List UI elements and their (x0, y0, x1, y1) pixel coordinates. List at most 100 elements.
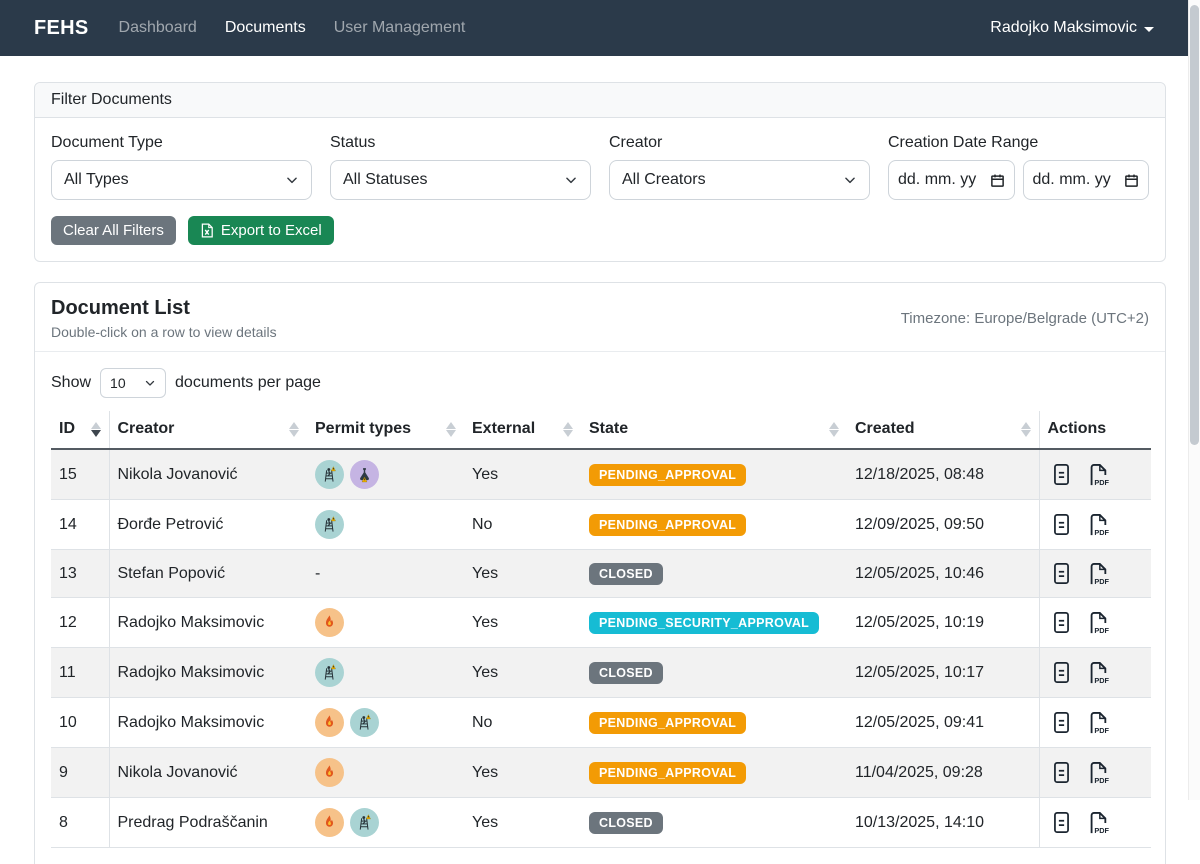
clear-filters-button[interactable]: Clear All Filters (51, 216, 176, 245)
table-header-row: ID Creator Permit types External State C… (51, 411, 1151, 449)
ladder-worker-icon (321, 516, 338, 533)
timezone-label: Timezone: Europe/Belgrade (UTC+2) (901, 310, 1149, 327)
column-label-created: Created (855, 420, 915, 438)
permit-hot-work-icon (315, 708, 344, 737)
table-row[interactable]: 14 Đorđe Petrović No PENDING_APPROVAL 12… (51, 500, 1151, 550)
column-header-created[interactable]: Created (847, 411, 1039, 449)
table-row[interactable]: 11 Radojko Maksimovic Yes CLOSED 12/05/2… (51, 648, 1151, 698)
cell-created: 10/13/2025, 14:10 (847, 798, 1039, 848)
cell-actions: PDF (1039, 500, 1151, 550)
view-document-button[interactable] (1051, 711, 1072, 734)
ladder-worker-icon (356, 714, 373, 731)
app-brand[interactable]: FEHS (34, 17, 89, 40)
download-pdf-button[interactable]: PDF (1087, 463, 1109, 487)
ladder-worker-icon (321, 466, 338, 483)
flame-icon (321, 764, 338, 781)
cell-state: PENDING_APPROVAL (581, 698, 847, 748)
date-from-input[interactable]: dd. mm. yy (888, 160, 1015, 200)
svg-text:PDF: PDF (1094, 478, 1109, 487)
column-header-state[interactable]: State (581, 411, 847, 449)
nav-item-documents[interactable]: Documents (225, 19, 306, 37)
sort-icon-created[interactable] (1021, 422, 1031, 437)
date-from-placeholder: dd. mm. yy (898, 171, 976, 189)
sort-icon-creator[interactable] (289, 422, 299, 437)
page-scrollbar[interactable] (1188, 0, 1200, 800)
document-list-title: Document List (51, 296, 277, 320)
cell-created: 12/05/2025, 10:19 (847, 598, 1039, 648)
cell-id: 10 (51, 698, 109, 748)
permit-work-at-height-icon (315, 658, 344, 687)
view-document-icon (1051, 711, 1072, 734)
cell-actions: PDF (1039, 748, 1151, 798)
cell-state: PENDING_APPROVAL (581, 500, 847, 550)
creator-select[interactable]: All Creators (609, 160, 870, 200)
download-pdf-button[interactable]: PDF (1087, 761, 1109, 785)
status-select[interactable]: All Statuses (330, 160, 591, 200)
nav-item-dashboard[interactable]: Dashboard (119, 19, 197, 37)
view-document-icon (1051, 562, 1072, 585)
cell-state: CLOSED (581, 550, 847, 598)
column-header-id[interactable]: ID (51, 411, 109, 449)
view-document-button[interactable] (1051, 463, 1072, 486)
download-pdf-button[interactable]: PDF (1087, 611, 1109, 635)
download-pdf-button[interactable]: PDF (1087, 711, 1109, 735)
show-label: Show (51, 374, 91, 392)
view-document-button[interactable] (1051, 562, 1072, 585)
sort-icon-id[interactable] (91, 422, 101, 437)
table-row[interactable]: 15 Nikola Jovanović Yes PENDING_APPROVAL… (51, 449, 1151, 500)
sort-icon-external[interactable] (563, 422, 573, 437)
nav-item-user-management[interactable]: User Management (334, 19, 466, 37)
sort-icon-state[interactable] (829, 422, 839, 437)
table-row[interactable]: 8 Predrag Podraščanin Yes CLOSED 10/13/2… (51, 798, 1151, 848)
view-document-button[interactable] (1051, 611, 1072, 634)
column-header-creator[interactable]: Creator (109, 411, 307, 449)
date-to-input[interactable]: dd. mm. yy (1023, 160, 1150, 200)
cell-permit-types (307, 598, 464, 648)
permit-chemical-icon (350, 460, 379, 489)
cell-external: Yes (464, 598, 581, 648)
svg-text:PDF: PDF (1094, 826, 1109, 835)
export-excel-button[interactable]: Export to Excel (188, 216, 334, 245)
download-pdf-button[interactable]: PDF (1087, 661, 1109, 685)
column-label-permits: Permit types (315, 420, 411, 438)
filter-card: Filter Documents Document Type All Types… (34, 82, 1166, 262)
cell-created: 12/18/2025, 08:48 (847, 449, 1039, 500)
view-document-button[interactable] (1051, 761, 1072, 784)
table-row[interactable]: 10 Radojko Maksimovic No PENDING_APPROVA… (51, 698, 1151, 748)
svg-text:PDF: PDF (1094, 626, 1109, 635)
table-body: 15 Nikola Jovanović Yes PENDING_APPROVAL… (51, 449, 1151, 848)
table-row[interactable]: 12 Radojko Maksimovic Yes PENDING_SECURI… (51, 598, 1151, 648)
download-pdf-icon: PDF (1087, 611, 1109, 635)
table-row[interactable]: 13 Stefan Popović - Yes CLOSED 12/05/202… (51, 550, 1151, 598)
cell-created: 12/05/2025, 10:46 (847, 550, 1039, 598)
creator-label: Creator (609, 134, 870, 152)
download-pdf-button[interactable]: PDF (1087, 562, 1109, 586)
status-value: All Statuses (343, 171, 427, 189)
view-document-button[interactable] (1051, 811, 1072, 834)
documents-table: ID Creator Permit types External State C… (51, 411, 1151, 848)
download-pdf-button[interactable]: PDF (1087, 513, 1109, 537)
page-size-select[interactable]: 10 (100, 368, 166, 398)
creator-value: All Creators (622, 171, 706, 189)
cell-external: Yes (464, 648, 581, 698)
sort-icon-permits[interactable] (446, 422, 456, 437)
status-badge: CLOSED (589, 563, 663, 585)
flame-icon (321, 614, 338, 631)
view-document-button[interactable] (1051, 513, 1072, 536)
download-pdf-button[interactable]: PDF (1087, 811, 1109, 835)
cell-external: No (464, 698, 581, 748)
view-document-icon (1051, 661, 1072, 684)
ladder-worker-icon (321, 664, 338, 681)
cell-id: 8 (51, 798, 109, 848)
scrollbar-thumb[interactable] (1190, 5, 1199, 445)
view-document-button[interactable] (1051, 661, 1072, 684)
cell-id: 11 (51, 648, 109, 698)
cell-permit-types (307, 500, 464, 550)
column-header-permits[interactable]: Permit types (307, 411, 464, 449)
permit-hot-work-icon (315, 808, 344, 837)
document-type-select[interactable]: All Types (51, 160, 312, 200)
cell-created: 11/04/2025, 09:28 (847, 748, 1039, 798)
column-header-external[interactable]: External (464, 411, 581, 449)
table-row[interactable]: 9 Nikola Jovanović Yes PENDING_APPROVAL … (51, 748, 1151, 798)
user-menu[interactable]: Radojko Maksimovic (990, 19, 1154, 37)
